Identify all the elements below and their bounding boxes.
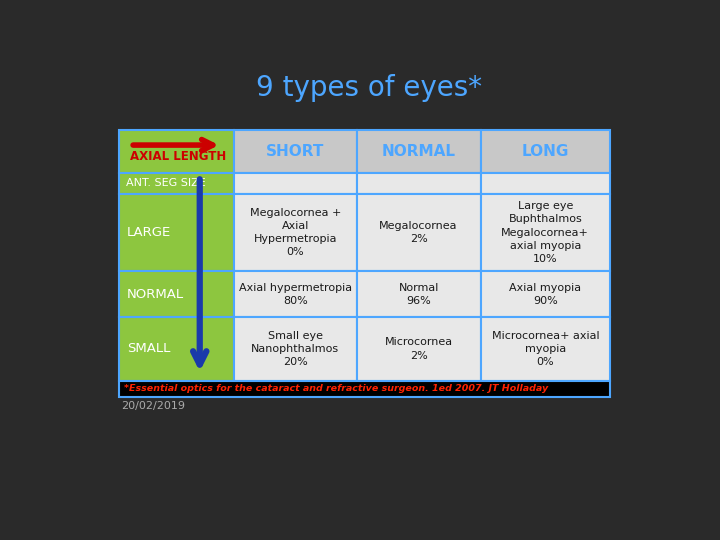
Bar: [356, 194, 481, 271]
Bar: [234, 271, 356, 318]
Bar: [120, 381, 610, 397]
Text: Axial myopia
90%: Axial myopia 90%: [509, 282, 581, 306]
Bar: [234, 130, 356, 173]
Text: Megalocornea
2%: Megalocornea 2%: [379, 221, 458, 244]
Bar: [234, 173, 356, 194]
Text: NORMAL: NORMAL: [127, 288, 184, 301]
Text: Normal
96%: Normal 96%: [398, 282, 438, 306]
Bar: [481, 318, 610, 381]
Text: SHORT: SHORT: [266, 144, 325, 159]
Text: Small eye
Nanophthalmos
20%: Small eye Nanophthalmos 20%: [251, 330, 339, 367]
Bar: [120, 271, 234, 318]
Text: Microcornea
2%: Microcornea 2%: [384, 338, 453, 361]
Text: SMALL: SMALL: [127, 342, 171, 355]
Bar: [481, 194, 610, 271]
Bar: [481, 271, 610, 318]
Text: Large eye
Buphthalmos
Megalocornea+
axial myopia
10%: Large eye Buphthalmos Megalocornea+ axia…: [501, 201, 589, 264]
Text: ANT. SEG SIZE: ANT. SEG SIZE: [126, 178, 205, 188]
Bar: [234, 194, 356, 271]
Bar: [356, 318, 481, 381]
Bar: [356, 271, 481, 318]
Text: 9 types of eyes*: 9 types of eyes*: [256, 74, 482, 102]
Bar: [356, 130, 481, 173]
Bar: [120, 318, 234, 381]
Bar: [120, 194, 234, 271]
Text: 20/02/2019: 20/02/2019: [121, 401, 185, 411]
Text: LARGE: LARGE: [127, 226, 171, 239]
Text: LONG: LONG: [521, 144, 569, 159]
Text: *Essential optics for the cataract and refractive surgeon. 1ed 2007. JT Holladay: *Essential optics for the cataract and r…: [124, 384, 549, 394]
Bar: [120, 130, 234, 173]
Bar: [356, 173, 481, 194]
Bar: [481, 173, 610, 194]
Text: Megalocornea +
Axial
Hypermetropia
0%: Megalocornea + Axial Hypermetropia 0%: [250, 208, 341, 258]
Bar: [120, 173, 234, 194]
Text: AXIAL LENGTH: AXIAL LENGTH: [130, 150, 227, 163]
Text: NORMAL: NORMAL: [382, 144, 456, 159]
Bar: [481, 130, 610, 173]
Text: Axial hypermetropia
80%: Axial hypermetropia 80%: [239, 282, 352, 306]
Bar: [234, 318, 356, 381]
Text: Microcornea+ axial
myopia
0%: Microcornea+ axial myopia 0%: [492, 330, 599, 367]
